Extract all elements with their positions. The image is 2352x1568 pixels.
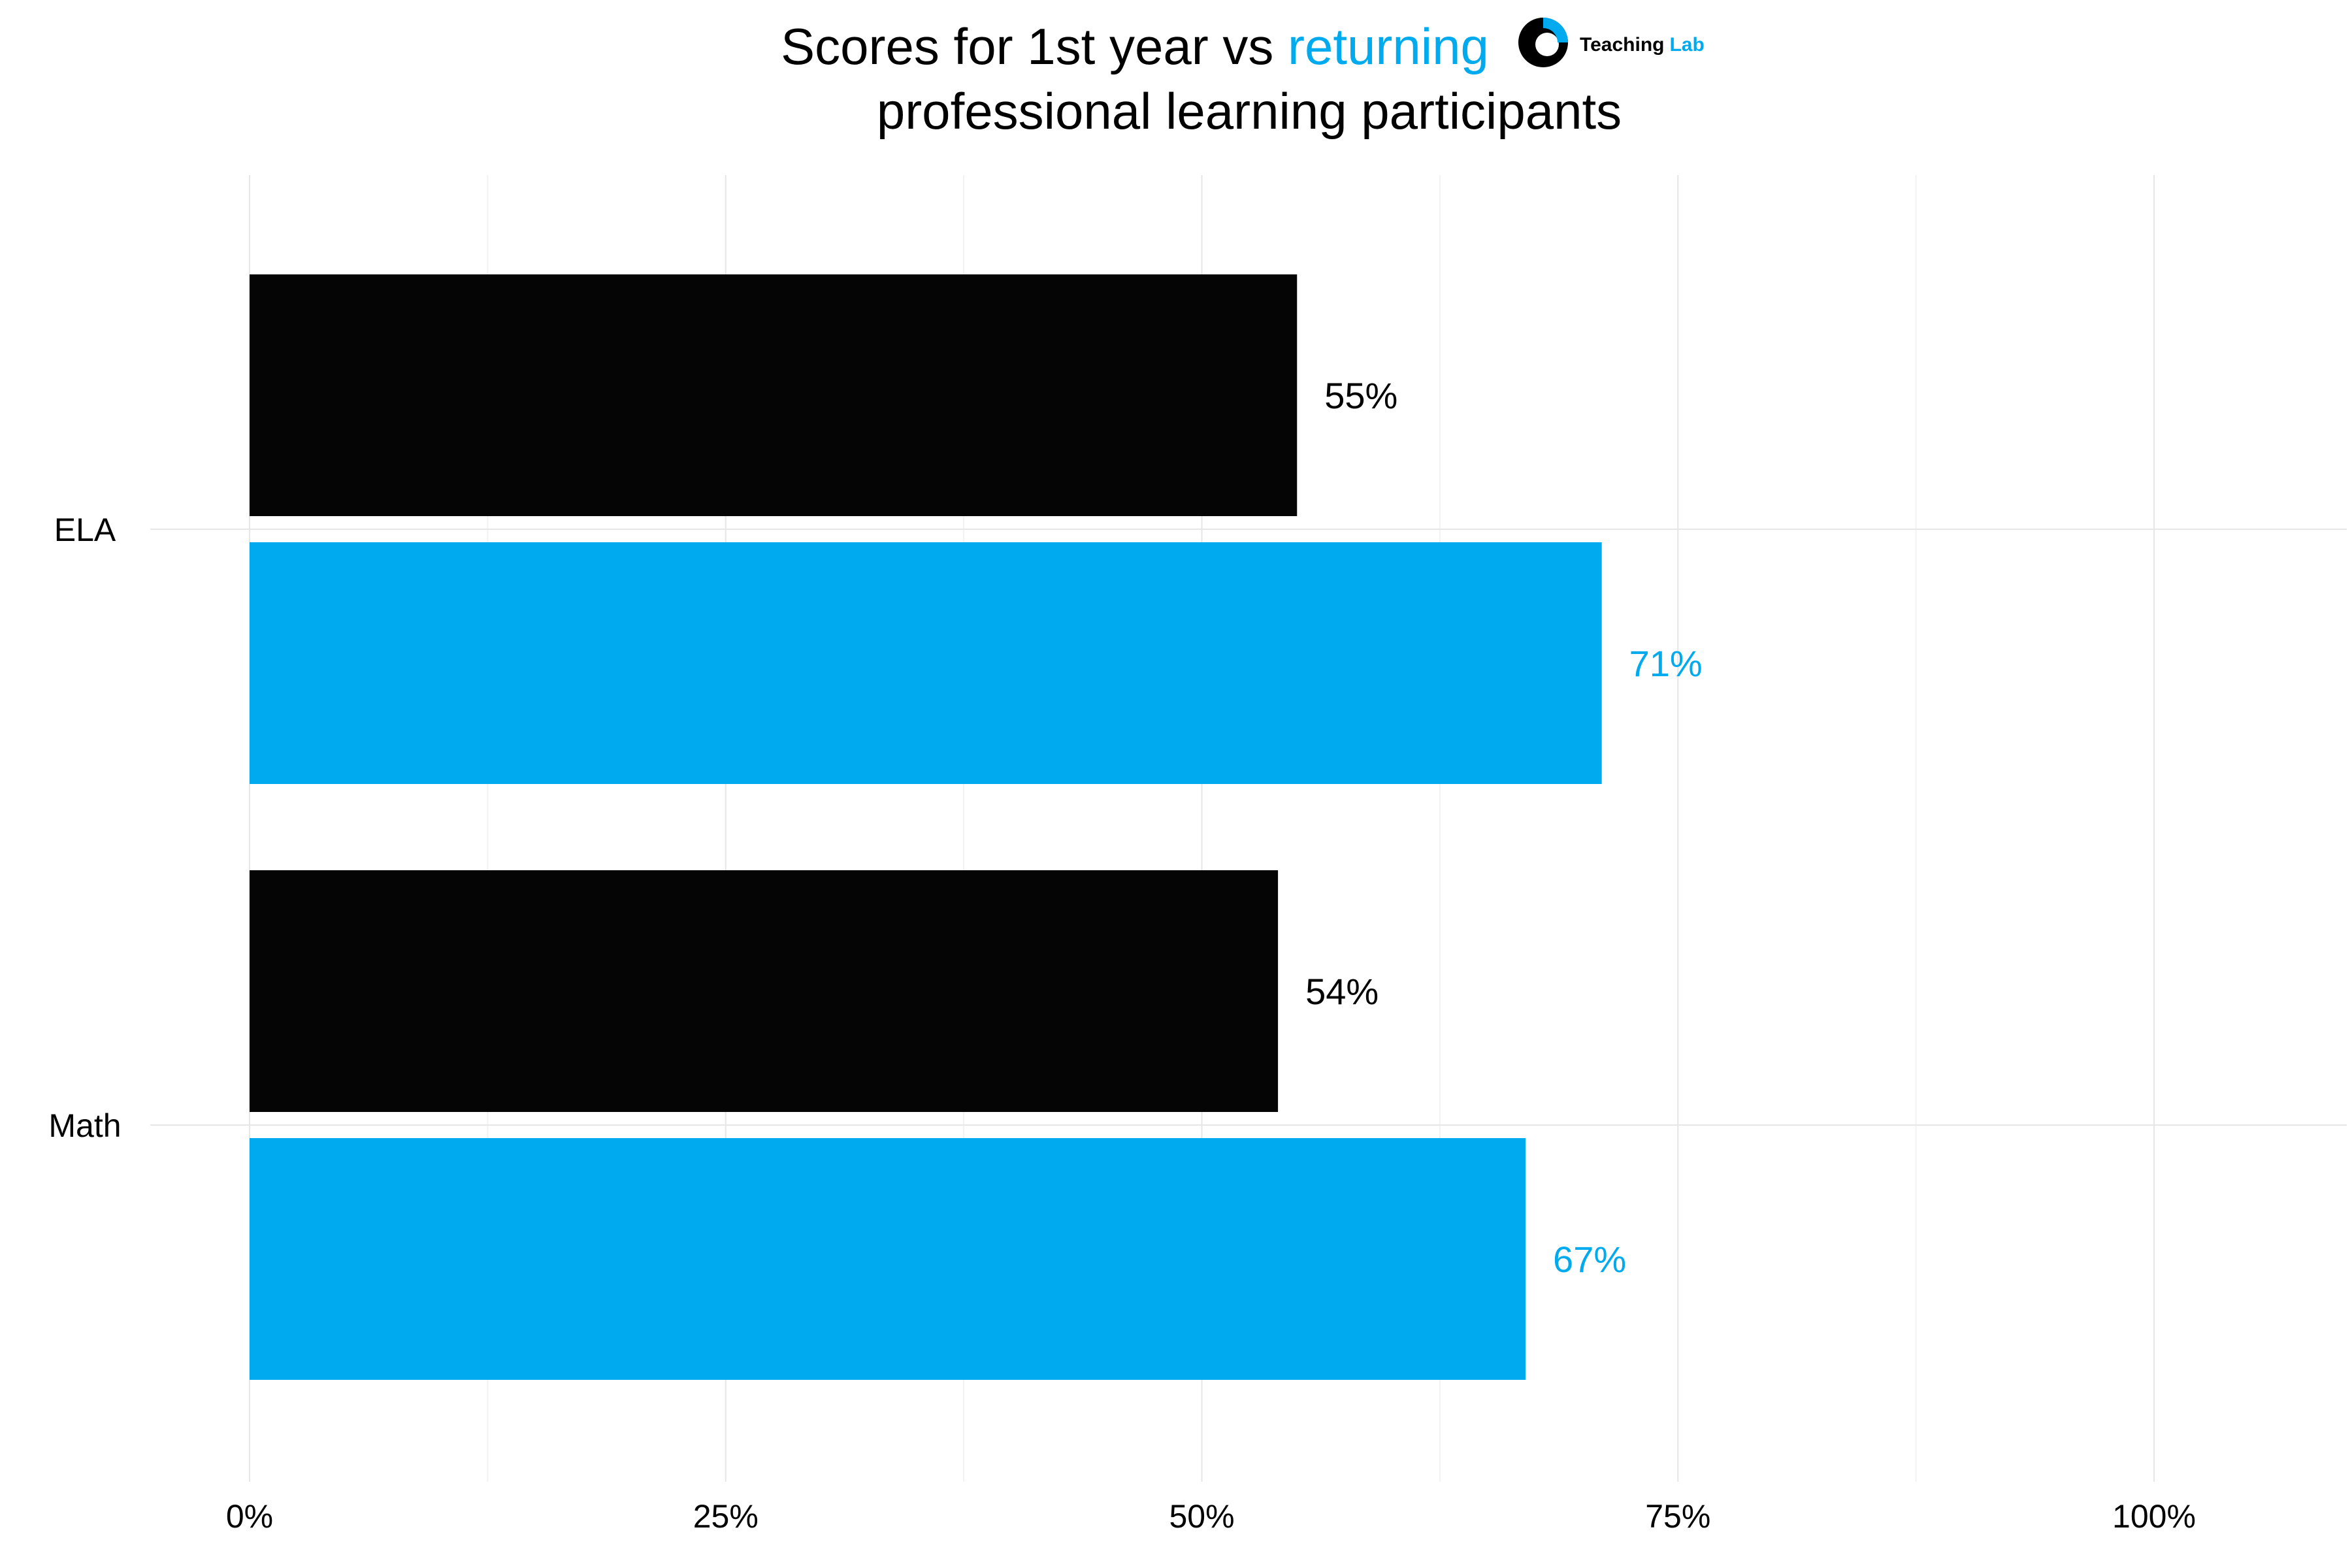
x-tick-label: 50% [1169, 1498, 1234, 1535]
logo-word1: Teaching [1580, 34, 1664, 56]
data-label-returning-ela: 71% [1629, 643, 1703, 684]
category-label-ela: ELA [54, 512, 116, 548]
chart-title-line2: professional learning participants [877, 82, 1622, 140]
data-label-returning-math: 67% [1553, 1239, 1626, 1280]
data-label-first_year-ela: 55% [1324, 375, 1397, 416]
bar-returning-math [250, 1138, 1526, 1380]
logo-text: Teaching Lab [1580, 34, 1705, 56]
bars-layer [250, 274, 1602, 1380]
teaching-lab-logo: Teaching Lab [1518, 18, 1705, 67]
category-label-math: Math [48, 1107, 121, 1144]
chart-title-accent: returning [1288, 18, 1489, 75]
data-label-first_year-math: 54% [1305, 971, 1379, 1012]
x-tick-label: 75% [1645, 1498, 1710, 1535]
bar-first_year-math [250, 870, 1279, 1112]
bar-first_year-ela [250, 274, 1298, 516]
x-tick-label: 0% [226, 1498, 273, 1535]
logo-word2: Lab [1669, 34, 1704, 56]
x-tick-label: 25% [693, 1498, 759, 1535]
chart-title-prefix: Scores for 1st year vs [781, 18, 1288, 75]
bar-returning-ela [250, 542, 1602, 784]
teaching-lab-logo-icon [1518, 18, 1568, 67]
labels-layer: 55% 71% ELA 54% 67% Math 0% 25% 50% 75% 100% [48, 375, 2196, 1535]
chart-title-line1: Scores for 1st year vs returning [781, 18, 1489, 75]
x-tick-label: 100% [2112, 1498, 2196, 1535]
